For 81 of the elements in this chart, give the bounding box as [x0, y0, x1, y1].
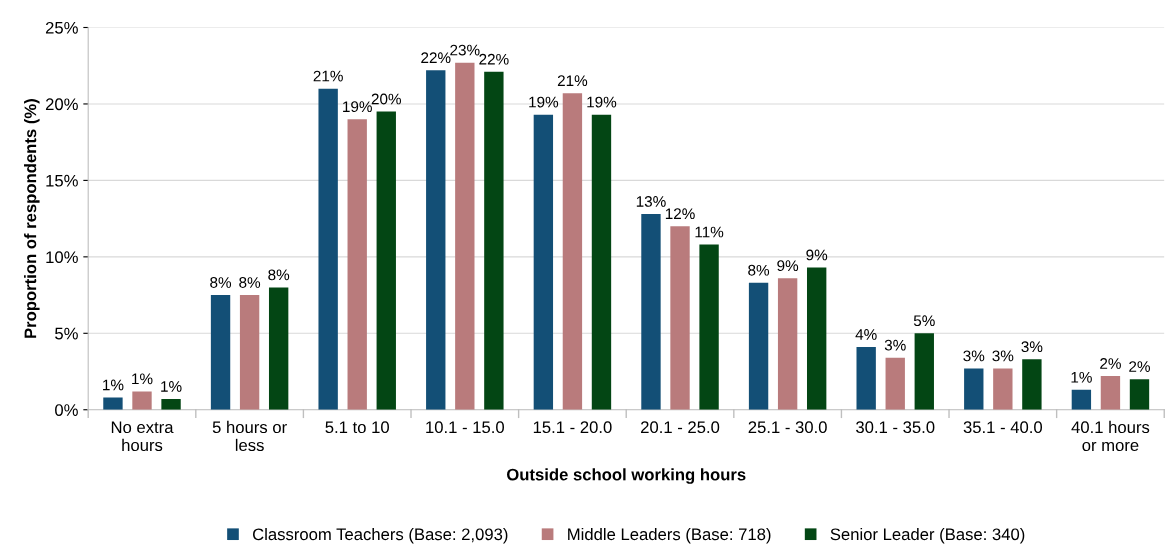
bar — [268, 287, 289, 410]
x-tick-label: 15.1 - 20.0 — [533, 421, 612, 434]
bar — [1129, 379, 1150, 410]
x-tick-label: 40.1 hours or more — [1071, 420, 1150, 452]
bar — [641, 214, 661, 410]
bar — [806, 267, 827, 410]
bar — [533, 114, 554, 410]
bar — [376, 111, 396, 410]
data-label: 13% — [636, 196, 666, 207]
bar — [318, 88, 338, 410]
data-label: 11% — [695, 226, 724, 238]
bar — [132, 391, 152, 410]
data-label: 3% — [992, 350, 1014, 362]
x-tick-label: 25.1 - 30.0 — [748, 421, 827, 434]
bar — [748, 282, 769, 410]
data-label: 8% — [210, 277, 232, 288]
y-tick-label: 15% — [46, 174, 78, 187]
data-label: 22% — [479, 53, 509, 65]
y-tick-label: 25% — [45, 21, 78, 34]
data-label: 1% — [103, 379, 124, 391]
bar — [914, 333, 934, 410]
bar — [347, 119, 367, 410]
bar — [856, 347, 876, 410]
bar — [239, 295, 260, 410]
bar — [455, 62, 475, 410]
legend-label: Senior Leader (Base: 340) — [830, 527, 1025, 544]
bar — [885, 357, 905, 410]
data-label: 21% — [313, 70, 343, 82]
data-label: 2% — [1129, 361, 1150, 372]
data-label: 20% — [371, 93, 402, 105]
legend-label: Classroom Teachers (Base: 2,093) — [252, 527, 508, 544]
bar — [670, 226, 690, 410]
y-tick-label: 5% — [55, 327, 78, 340]
bar — [964, 368, 984, 410]
data-label: 8% — [748, 264, 770, 276]
bar — [161, 399, 181, 410]
bar — [1100, 376, 1121, 410]
legend-label: Middle Leaders (Base: 718) — [568, 527, 771, 544]
x-tick-label: 10.1 - 15.0 — [426, 421, 505, 434]
x-tick-label: 20.1 - 25.0 — [641, 421, 720, 434]
x-tick-label: 5.1 to 10 — [325, 421, 389, 434]
data-label: 23% — [450, 44, 480, 56]
y-tick-label: 10% — [46, 251, 78, 264]
data-label: 12% — [665, 208, 695, 220]
bar — [1022, 359, 1042, 410]
x-tick-label: No extra hours — [111, 421, 174, 452]
y-axis-title: Proportion of respondents (%) — [24, 99, 40, 338]
data-label: 3% — [963, 350, 985, 362]
bar — [1071, 389, 1092, 410]
data-label: 19% — [343, 101, 372, 113]
data-label: 9% — [806, 249, 828, 261]
bar — [210, 295, 231, 410]
x-tick-label: 5 hours or less — [212, 420, 287, 452]
data-label: 3% — [884, 339, 906, 351]
data-label: 3% — [1021, 341, 1043, 353]
data-label: 19% — [587, 96, 617, 108]
data-label: 1% — [161, 381, 182, 392]
data-label: 1% — [1071, 371, 1092, 383]
bar — [484, 71, 504, 410]
bar — [103, 397, 123, 410]
data-label: 2% — [1100, 358, 1121, 369]
data-label: 21% — [557, 75, 588, 86]
data-label: 22% — [421, 52, 451, 64]
data-label: 8% — [239, 277, 261, 288]
bar — [426, 70, 446, 410]
data-label: 4% — [855, 329, 877, 340]
bar — [777, 278, 798, 410]
data-label: 1% — [132, 373, 153, 385]
data-label: 5% — [913, 315, 935, 327]
x-axis-title: Outside school working hours — [507, 468, 746, 484]
data-label: 19% — [529, 96, 559, 108]
bar — [993, 368, 1013, 410]
bar — [699, 244, 719, 410]
x-tick-label: 35.1 - 40.0 — [963, 421, 1043, 434]
bar — [591, 114, 612, 410]
y-tick-label: 20% — [45, 98, 78, 111]
bar — [562, 93, 583, 410]
data-label: 8% — [268, 269, 290, 281]
x-tick-label: 30.1 - 35.0 — [856, 421, 935, 434]
data-label: 9% — [777, 260, 799, 272]
y-tick-label: 0% — [55, 404, 78, 416]
